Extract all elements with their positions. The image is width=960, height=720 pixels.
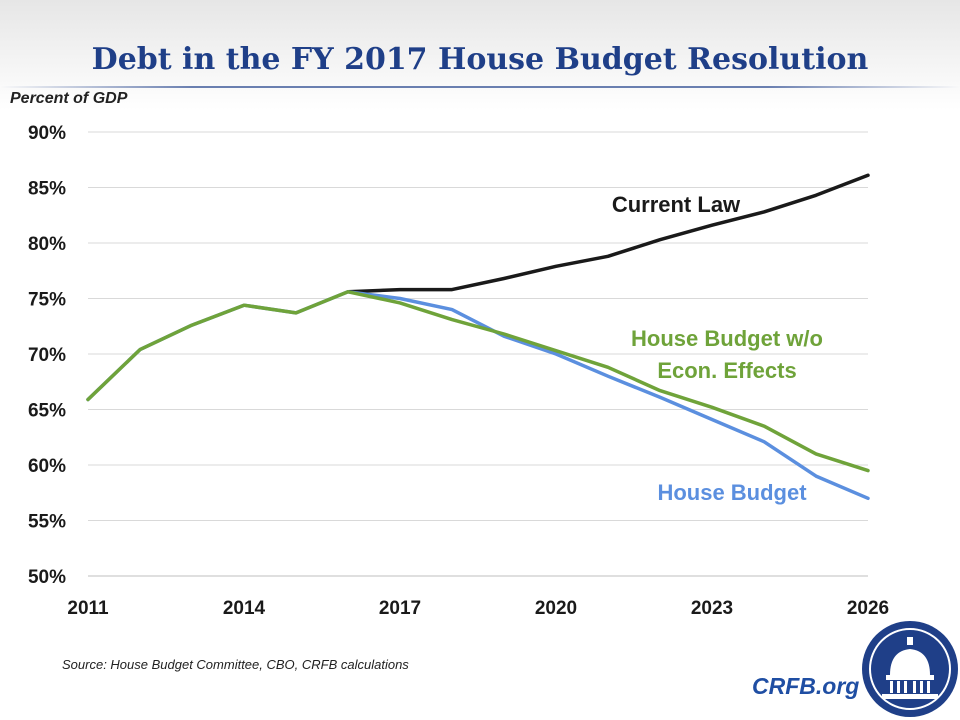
series-labels: Current Law House Budget House Budget w/o E…	[612, 192, 823, 505]
series-line-house-budget	[86, 290, 870, 501]
x-tick-label: 2020	[535, 598, 577, 619]
y-tick-label: 80%	[28, 234, 66, 255]
series-line-current-law	[346, 173, 870, 294]
x-tick-label: 2011	[67, 598, 109, 619]
y-tick-labels: 50% 55% 60% 65% 70% 75% 80% 85% 90%	[28, 123, 66, 588]
y-tick-label: 70%	[28, 345, 66, 366]
series-lines	[86, 173, 870, 501]
title-divider	[0, 86, 960, 88]
y-tick-label: 60%	[28, 456, 66, 477]
brand-link[interactable]: CRFB.org	[752, 673, 860, 699]
y-tick-label: 55%	[28, 512, 66, 533]
x-tick-label: 2017	[379, 598, 421, 619]
header-background	[0, 0, 960, 110]
chart-title: Debt in the FY 2017 House Budget Resolut…	[91, 42, 869, 77]
y-tick-label: 65%	[28, 401, 66, 422]
source-note: Source: House Budget Committee, CBO, CRF…	[62, 657, 409, 672]
gridlines	[88, 131, 868, 577]
x-tick-labels: 2011 2014 2017 2020 2023 2026	[67, 598, 889, 619]
y-tick-label: 85%	[28, 179, 66, 200]
series-label-house-budget-no-econ: Econ. Effects	[657, 358, 796, 383]
series-line-house-budget-no-econ	[86, 290, 870, 473]
series-label-current-law: Current Law	[612, 192, 741, 217]
x-tick-label: 2026	[847, 598, 889, 619]
y-tick-label: 90%	[28, 123, 66, 144]
y-tick-label: 50%	[28, 567, 66, 588]
x-tick-label: 2014	[223, 598, 266, 619]
series-label-house-budget: House Budget	[657, 480, 807, 505]
y-tick-label: 75%	[28, 290, 66, 311]
x-tick-label: 2023	[691, 598, 733, 619]
series-label-house-budget-no-econ: House Budget w/o	[631, 326, 823, 351]
y-axis-label: Percent of GDP	[10, 90, 128, 107]
capitol-dome-seal-icon	[862, 621, 958, 717]
